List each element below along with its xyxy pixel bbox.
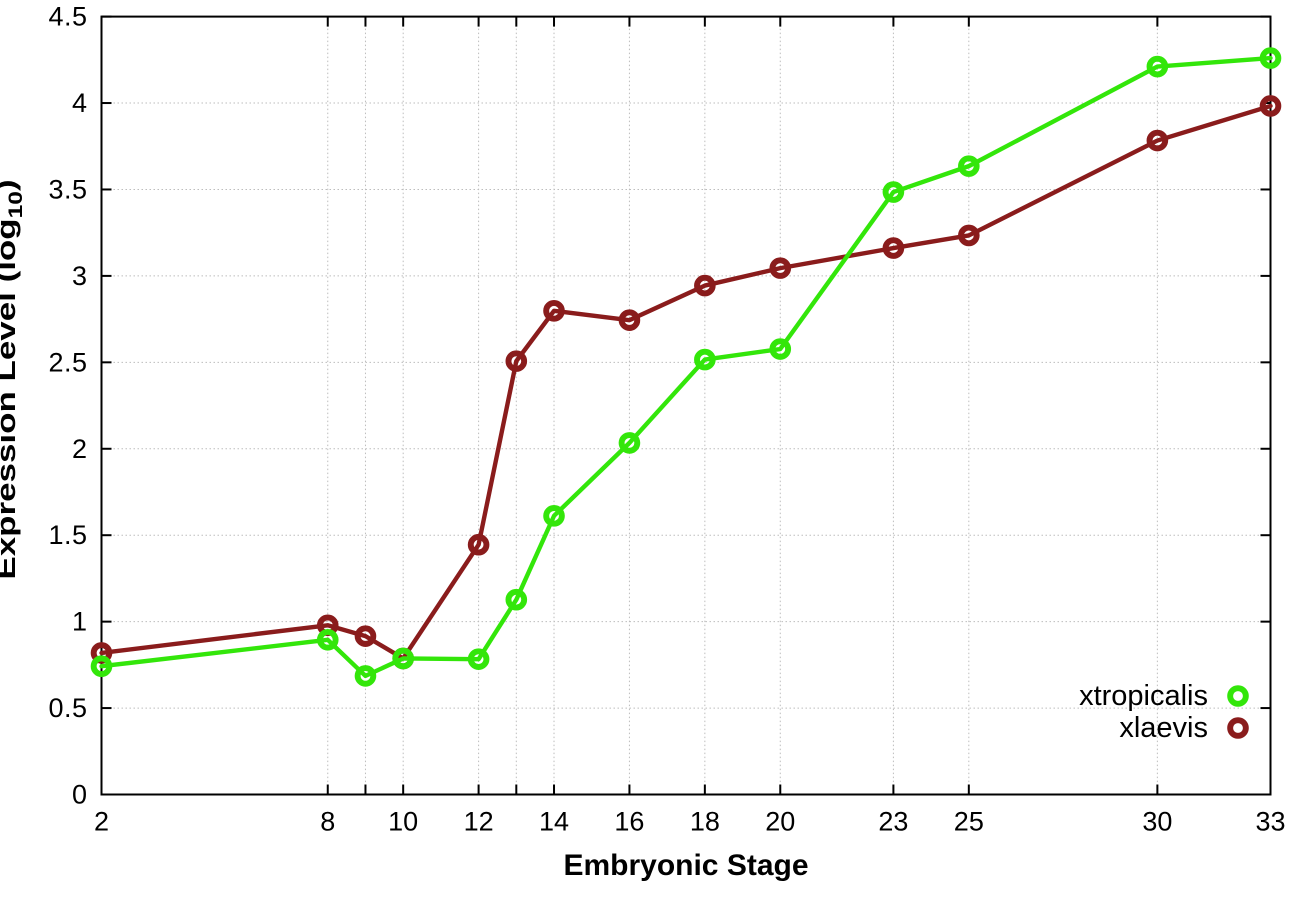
svg-text:8: 8 bbox=[320, 807, 335, 837]
svg-text:33: 33 bbox=[1255, 807, 1285, 837]
svg-text:23: 23 bbox=[878, 807, 908, 837]
svg-text:30: 30 bbox=[1142, 807, 1172, 837]
svg-text:0.5: 0.5 bbox=[48, 693, 87, 723]
svg-text:16: 16 bbox=[614, 807, 644, 837]
svg-text:0: 0 bbox=[72, 780, 88, 810]
svg-text:Embryonic Stage: Embryonic Stage bbox=[563, 849, 808, 882]
svg-text:14: 14 bbox=[539, 807, 569, 837]
svg-text:2: 2 bbox=[72, 434, 88, 464]
svg-text:4.5: 4.5 bbox=[48, 2, 87, 32]
svg-text:18: 18 bbox=[690, 807, 720, 837]
svg-text:Expression Level (log10): Expression Level (log10) bbox=[0, 179, 26, 579]
svg-text:12: 12 bbox=[464, 807, 494, 837]
svg-text:1: 1 bbox=[72, 607, 88, 637]
svg-text:3: 3 bbox=[72, 261, 88, 291]
svg-text:25: 25 bbox=[954, 807, 984, 837]
svg-text:20: 20 bbox=[765, 807, 795, 837]
svg-text:10: 10 bbox=[388, 807, 418, 837]
svg-text:2: 2 bbox=[94, 807, 109, 837]
svg-text:2.5: 2.5 bbox=[48, 347, 87, 377]
svg-text:1.5: 1.5 bbox=[48, 520, 87, 550]
svg-text:4: 4 bbox=[72, 88, 88, 118]
svg-text:xlaevis: xlaevis bbox=[1119, 712, 1208, 744]
svg-text:xtropicalis: xtropicalis bbox=[1079, 680, 1208, 712]
svg-text:3.5: 3.5 bbox=[48, 174, 87, 204]
